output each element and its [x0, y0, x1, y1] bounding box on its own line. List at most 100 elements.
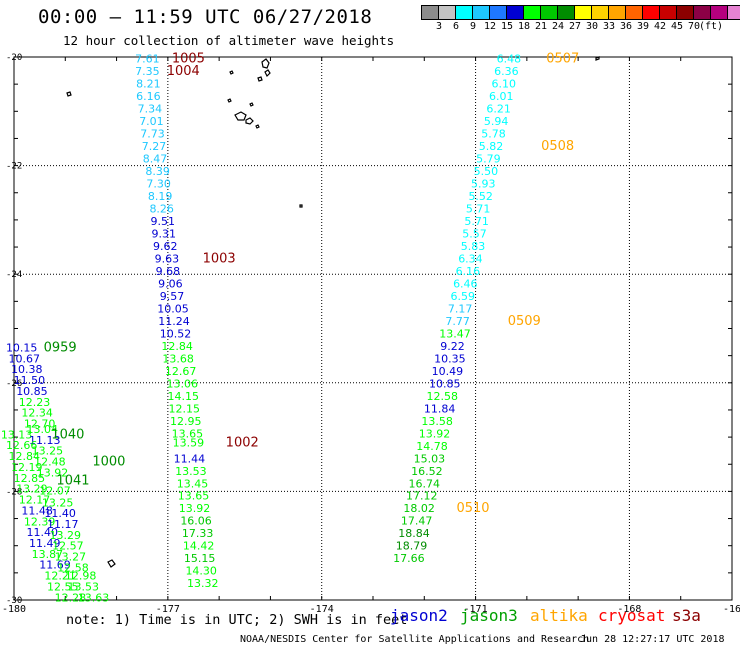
pass-time-label: 1041 [56, 474, 89, 489]
swh-value-label: 9.68 [156, 265, 181, 278]
swh-value-label: 13.58 [421, 415, 453, 428]
swh-value-label: 12.84 [161, 340, 193, 353]
grid-lines [14, 57, 732, 600]
swh-value-label: 5.94 [484, 115, 509, 128]
color-scale-label: 9 [469, 21, 477, 32]
pass-time-label: 0508 [541, 139, 574, 154]
island-outline [229, 70, 234, 75]
swh-value-label: 7.30 [146, 178, 171, 191]
swh-value-label: 14.78 [416, 440, 448, 453]
color-scale-label: 36 [619, 21, 633, 32]
swh-value-label: 13.25 [42, 496, 74, 509]
swh-value-label: 5.52 [468, 190, 493, 203]
color-scale-label: 24 [551, 21, 565, 32]
swh-value-label: 8.26 [149, 202, 174, 215]
data-labels: 7.617.358.216.167.347.017.737.278.478.39… [1, 52, 579, 605]
pass-time-label: 1004 [167, 64, 200, 79]
island-outline [66, 91, 72, 97]
swh-value-label: 10.05 [157, 302, 189, 315]
swh-value-label: 5.57 [462, 227, 487, 240]
swh-value-label: 13.04 [26, 423, 58, 436]
swh-value-label: 12.98 [65, 570, 97, 583]
swh-value-label: 11.84 [424, 402, 456, 415]
swh-value-label: 5.71 [464, 215, 489, 228]
swh-value-label: 13.27 [55, 551, 87, 564]
island-outline [227, 98, 232, 103]
y-tick-label: -30 [6, 596, 22, 606]
swh-value-label: 11.49 [29, 537, 61, 550]
swh-value-label: 11.40 [44, 507, 76, 520]
swh-value-label: 12.15 [169, 402, 201, 415]
swh-value-label: 8.39 [145, 165, 170, 178]
legend-item-cryosat: cryosat [598, 606, 666, 625]
color-scale-label: 12 [483, 21, 497, 32]
island-outline [255, 124, 260, 129]
swh-value-label: 17.33 [182, 527, 214, 540]
swh-value-label: 6.10 [492, 78, 517, 91]
legend-item-jason3: jason3 [460, 606, 518, 625]
color-scale-label: 15 [500, 21, 514, 32]
swh-value-label: 7.34 [138, 103, 163, 116]
swh-value-label: 16.74 [409, 477, 441, 490]
legend-item-altika: altika [530, 606, 588, 625]
swh-value-label: 6.46 [453, 277, 478, 290]
swh-value-label: 12.17 [19, 494, 51, 507]
color-scale-label: 45 [670, 21, 684, 32]
swh-value-label: 10.67 [9, 352, 41, 365]
swh-value-label: 13.53 [67, 580, 99, 593]
color-scale-label: 30 [585, 21, 599, 32]
island-outline [257, 76, 263, 82]
swh-value-label: 12.39 [24, 515, 56, 528]
swh-value-label: 7.17 [448, 302, 473, 315]
swh-value-label: 5.71 [466, 202, 491, 215]
island-outline [245, 117, 254, 125]
swh-value-label: 16.06 [180, 515, 212, 528]
swh-value-label: 13.92 [179, 502, 211, 515]
swh-value-label: 13.32 [187, 577, 219, 590]
swh-value-label: 11.48 [21, 504, 53, 517]
swh-value-label: 5.50 [474, 165, 499, 178]
swh-value-label: 7.61 [135, 53, 160, 66]
land-outlines [66, 56, 600, 568]
color-scale-label: 27 [568, 21, 582, 32]
swh-value-label: 7.73 [140, 128, 165, 141]
swh-value-label: 13.13 [1, 428, 33, 441]
color-scale-labels: 3 6 9 12 15 18 21 24 27 30 33 36 39 42 45 70 (ft) [421, 21, 740, 35]
swh-value-label: 14.30 [185, 565, 217, 578]
swh-value-label: 13.06 [166, 377, 198, 390]
swh-value-label: 7.01 [139, 115, 164, 128]
color-scale-label: 21 [534, 21, 548, 32]
swh-value-label: 13.25 [32, 445, 64, 458]
swh-value-label: 12.66 [6, 439, 38, 452]
swh-value-label: 12.95 [170, 415, 202, 428]
swh-value-label: 14.42 [183, 540, 215, 553]
swh-value-label: 18.84 [398, 527, 430, 540]
color-scale-label: 70 [687, 21, 701, 32]
swh-value-label: 9.22 [440, 340, 465, 353]
swh-value-label: 15.15 [184, 552, 216, 565]
swh-value-label: 12.28 [55, 591, 87, 604]
color-swatch [727, 5, 740, 20]
pass-time-label: 0510 [456, 501, 489, 516]
axes: -180-177-174-171-168-16-20-22-24-26-28-3… [2, 53, 740, 615]
swh-value-label: 7.27 [142, 140, 167, 153]
x-tick-label: -171 [464, 604, 488, 615]
pass-time-label: 1002 [226, 436, 259, 451]
swh-value-label: 5.78 [481, 128, 506, 141]
swh-value-label: 13.92 [419, 427, 451, 440]
swh-value-label: 12.58 [57, 561, 89, 574]
swh-value-label: 8.19 [148, 190, 173, 203]
swh-value-label: 10.52 [160, 327, 192, 340]
swh-value-label: 9.31 [152, 227, 177, 240]
swh-value-label: 6.48 [497, 53, 522, 66]
swh-value-label: 5.93 [471, 178, 496, 191]
swh-value-label: 13.45 [177, 477, 209, 490]
swh-value-label: 17.66 [393, 552, 425, 565]
swh-value-label: 11.50 [14, 374, 46, 387]
island-outline [107, 559, 116, 568]
swh-value-label: 14.15 [167, 390, 199, 403]
swh-value-label: 13.92 [37, 466, 69, 479]
swh-value-label: 10.49 [432, 365, 464, 378]
x-tick-label: -174 [310, 604, 334, 615]
swh-value-label: 17.47 [401, 515, 433, 528]
